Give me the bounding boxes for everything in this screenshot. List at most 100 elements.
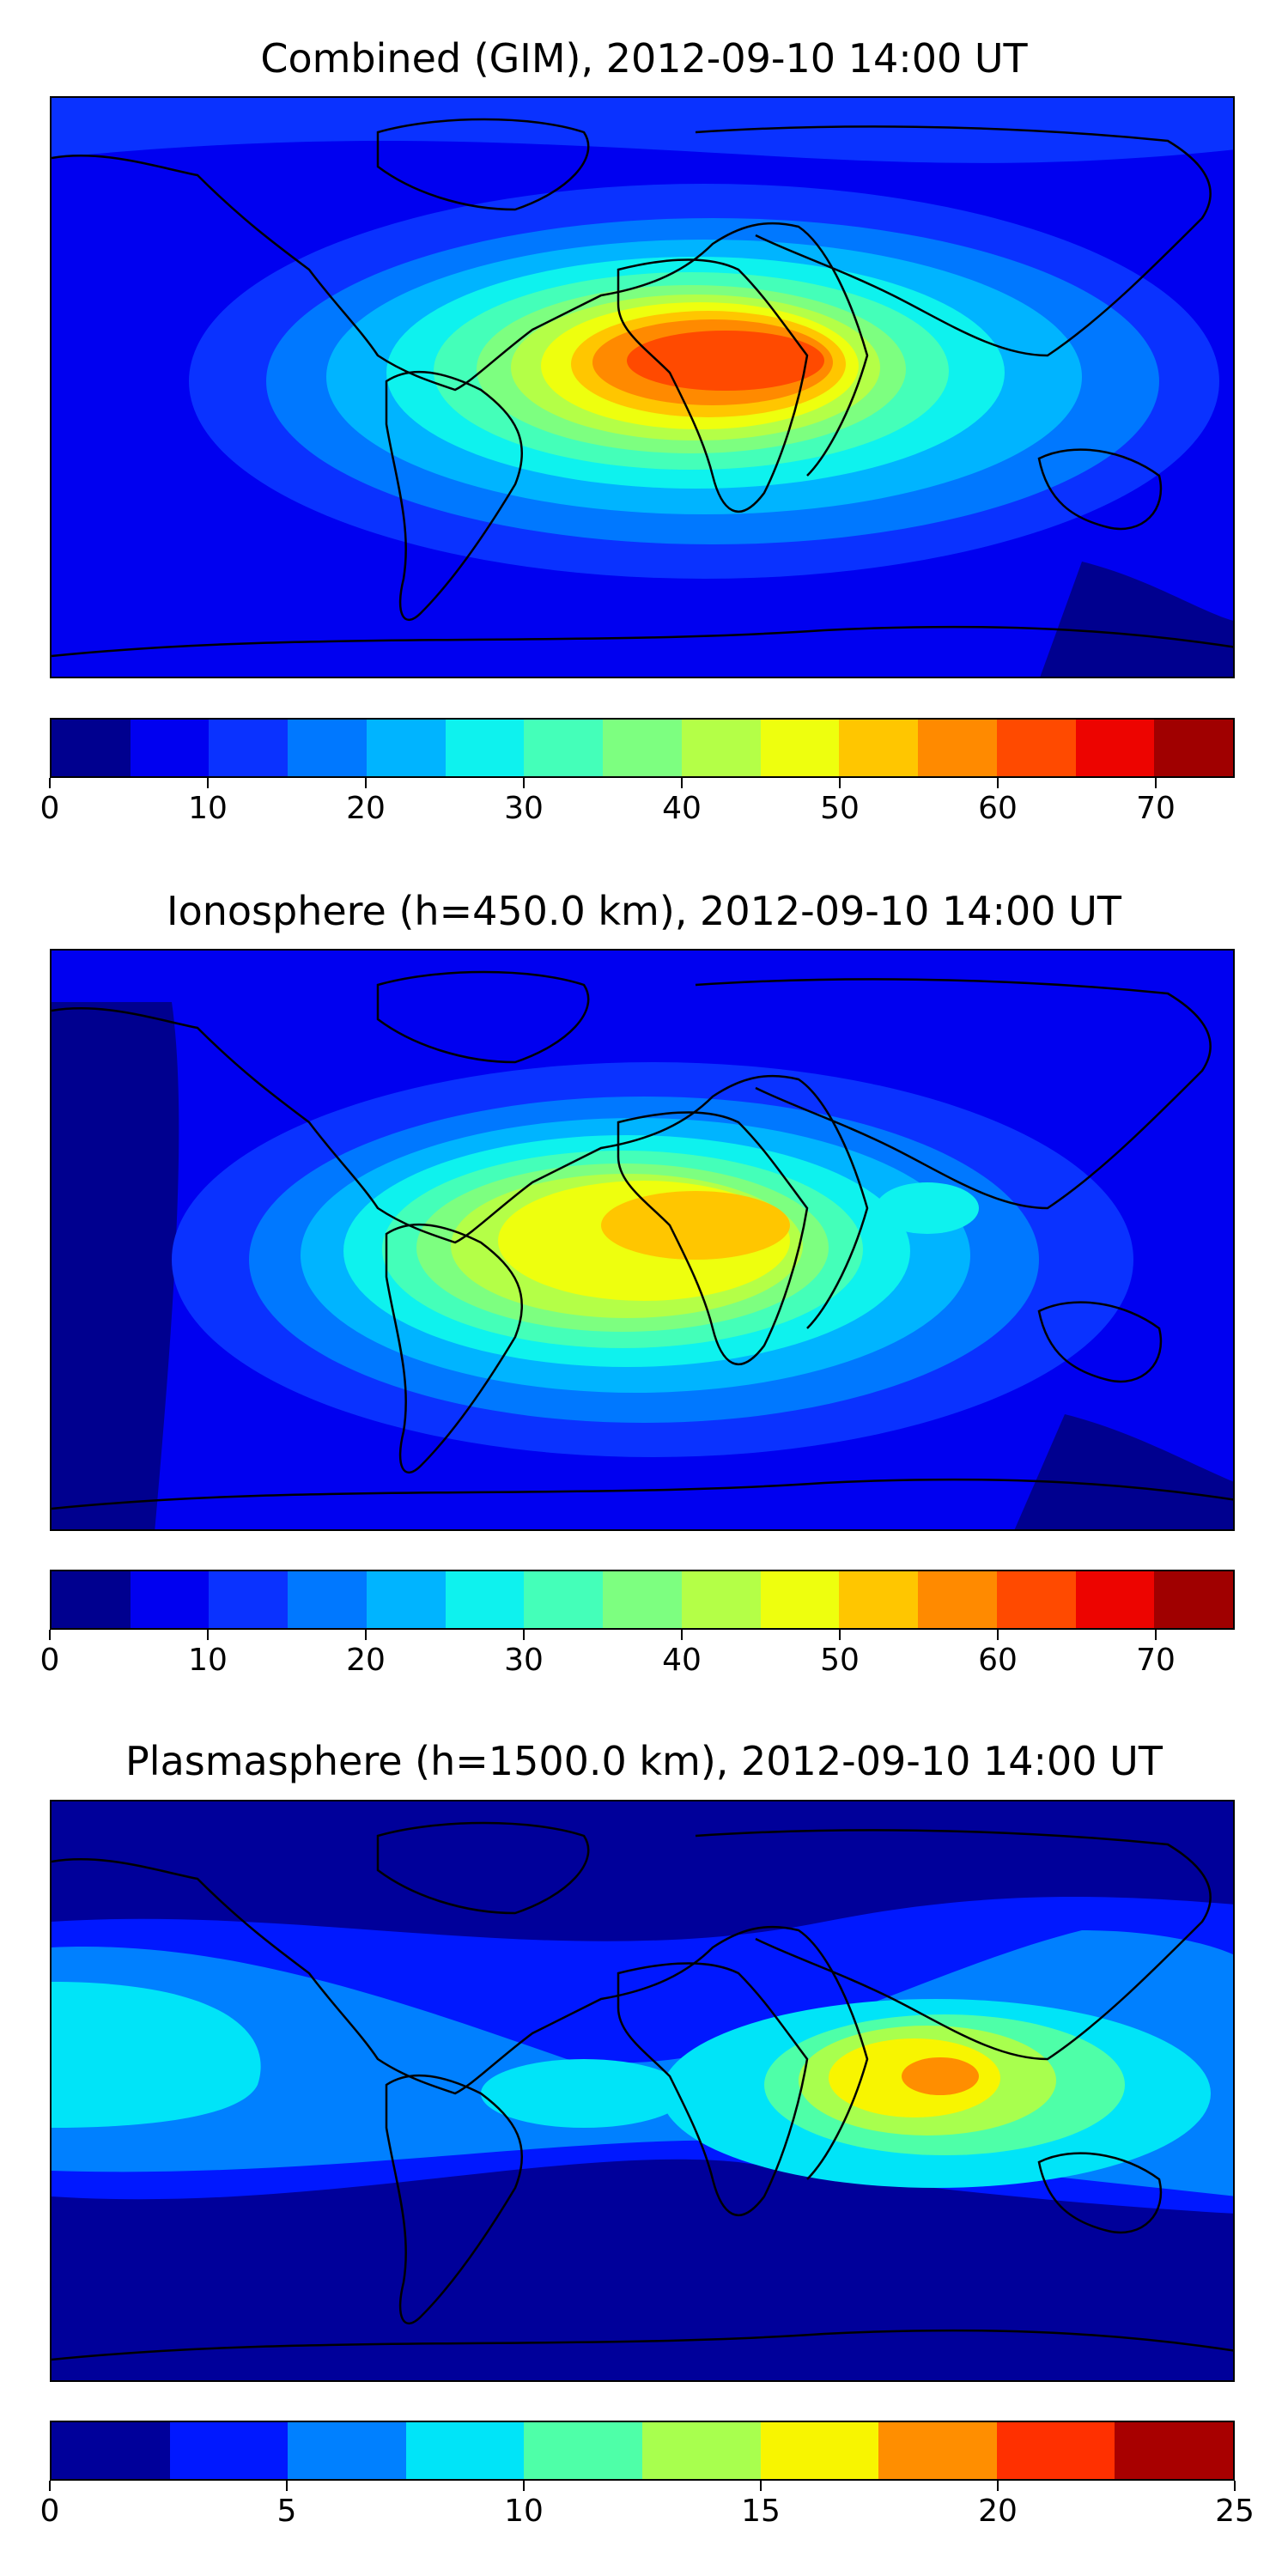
coastline [385, 1223, 524, 1473]
coastlines [52, 970, 1233, 1510]
colorbar-segment [288, 2422, 406, 2479]
colorbar-segment [209, 720, 289, 776]
tick-label: 0 [39, 791, 60, 826]
tick-mark [997, 778, 999, 788]
colorbar-segment [52, 1571, 131, 1628]
tick-mark [997, 2481, 999, 2491]
tick-label: 50 [820, 1643, 860, 1678]
colorbar-segment [52, 2422, 170, 2479]
tick-mark [1155, 778, 1157, 788]
map-contour [52, 98, 1233, 163]
map-contour [1014, 1414, 1233, 1529]
tick-label: 60 [978, 791, 1018, 826]
map-contour [876, 1182, 979, 1234]
map-svg [52, 98, 1233, 677]
colorbar-segment [1075, 1571, 1155, 1628]
colorbar-segment [445, 1571, 525, 1628]
tick-mark [523, 2481, 525, 2491]
tick-mark [523, 778, 525, 788]
coastline [376, 118, 590, 211]
coastline [376, 1821, 590, 1915]
colorbar-segment [366, 1571, 446, 1628]
colorbar-segment [209, 1571, 289, 1628]
colorbar-segment [288, 720, 367, 776]
map-contour [627, 331, 824, 391]
coastline [376, 970, 590, 1064]
coastline [1037, 1301, 1163, 1383]
colorbar-segment [760, 1571, 840, 1628]
coastline [695, 125, 1212, 357]
map-contour [601, 1191, 790, 1260]
map-svg [52, 951, 1233, 1529]
coastline [695, 1829, 1212, 2061]
colorbar-segment [405, 2422, 525, 2479]
map-svg [52, 1801, 1233, 2380]
tick-mark [207, 1630, 209, 1640]
colorbar-segment [524, 720, 604, 776]
colorbar-segment [918, 1571, 997, 1628]
colorbar-segment [603, 1571, 682, 1628]
colorbar-segment [681, 1571, 761, 1628]
colorbar-segment [996, 2422, 1115, 2479]
tick-label: 0 [39, 1643, 60, 1678]
panel-title: Combined (GIM), 2012-09-10 14:00 UT [260, 35, 1028, 82]
colorbar-segment [130, 1571, 210, 1628]
tick-mark [523, 1630, 525, 1640]
tick-mark [681, 1630, 683, 1640]
colorbar-segment [524, 1571, 604, 1628]
tec-map [50, 96, 1235, 678]
coastline [617, 1111, 809, 1366]
tick-label: 20 [346, 1643, 386, 1678]
coastline [695, 978, 1212, 1210]
colorbar-segment [445, 720, 525, 776]
map-contour [52, 579, 1233, 677]
colorbar-segment [1154, 1571, 1234, 1628]
panel-title: Plasmasphere (h=1500.0 km), 2012-09-10 1… [125, 1738, 1163, 1784]
tick-mark [365, 778, 367, 788]
colorbar-segment [996, 1571, 1076, 1628]
coastline [52, 625, 1233, 658]
colorbar [50, 1570, 1235, 1630]
tec-map [50, 1800, 1235, 2382]
coastline [385, 370, 524, 621]
colorbar-segment [1154, 720, 1234, 776]
tick-label: 40 [662, 1643, 702, 1678]
tick-label: 25 [1215, 2494, 1255, 2529]
coastlines [52, 1821, 1233, 2361]
tick-label: 5 [276, 2494, 297, 2529]
tick-label: 70 [1136, 791, 1176, 826]
tick-mark [207, 778, 209, 788]
colorbar-segment [366, 720, 446, 776]
tick-mark [365, 1630, 367, 1640]
colorbar-segment [52, 720, 131, 776]
colorbar-segment [918, 720, 997, 776]
map-contour [52, 1002, 179, 1529]
tick-label: 15 [741, 2494, 781, 2529]
coastline [617, 258, 809, 513]
colorbar-segment [760, 2422, 879, 2479]
tick-mark [1155, 1630, 1157, 1640]
tick-label: 10 [188, 1643, 228, 1678]
tick-mark [760, 2481, 762, 2491]
colorbar-ticks: 0 10 20 30 40 50 60 70 [40, 778, 1235, 829]
colorbar-ticks: 0 5 10 15 20 25 [40, 2481, 1255, 2532]
coastline [1037, 448, 1163, 531]
map-contour [902, 2057, 979, 2095]
tick-label: 60 [978, 1643, 1018, 1678]
colorbar [50, 718, 1235, 778]
coastline [617, 1962, 809, 2217]
colorbar-segment [996, 720, 1076, 776]
colorbar-segment [839, 720, 919, 776]
coastline [52, 1478, 1233, 1510]
tick-mark [49, 778, 51, 788]
tick-mark [839, 1630, 841, 1640]
tick-label: 50 [820, 791, 860, 826]
tick-mark [681, 778, 683, 788]
colorbar-segment [760, 720, 840, 776]
tick-mark [49, 1630, 51, 1640]
tick-label: 70 [1136, 1643, 1176, 1678]
colorbar-segment [681, 720, 761, 776]
colorbar-segment [130, 720, 210, 776]
colorbar-segment [1075, 720, 1155, 776]
tick-mark [49, 2481, 51, 2491]
